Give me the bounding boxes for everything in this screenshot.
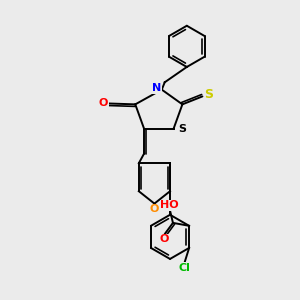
Text: N: N	[152, 83, 161, 93]
Text: O: O	[99, 98, 108, 108]
Text: O: O	[159, 234, 169, 244]
Text: Cl: Cl	[179, 263, 191, 273]
Text: O: O	[150, 205, 159, 214]
Text: S: S	[178, 124, 186, 134]
Text: S: S	[204, 88, 213, 101]
Text: HO: HO	[160, 200, 179, 210]
